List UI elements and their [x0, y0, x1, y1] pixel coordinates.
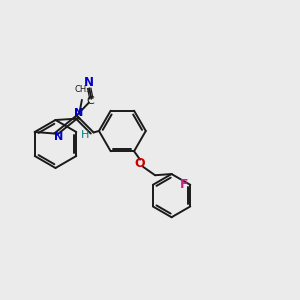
Text: F: F [179, 178, 188, 191]
Text: H: H [81, 130, 89, 140]
Text: C: C [86, 96, 94, 106]
Text: N: N [84, 76, 94, 89]
Text: O: O [134, 157, 145, 170]
Text: N: N [74, 108, 83, 118]
Text: N: N [54, 132, 63, 142]
Text: CH₃: CH₃ [74, 85, 90, 94]
